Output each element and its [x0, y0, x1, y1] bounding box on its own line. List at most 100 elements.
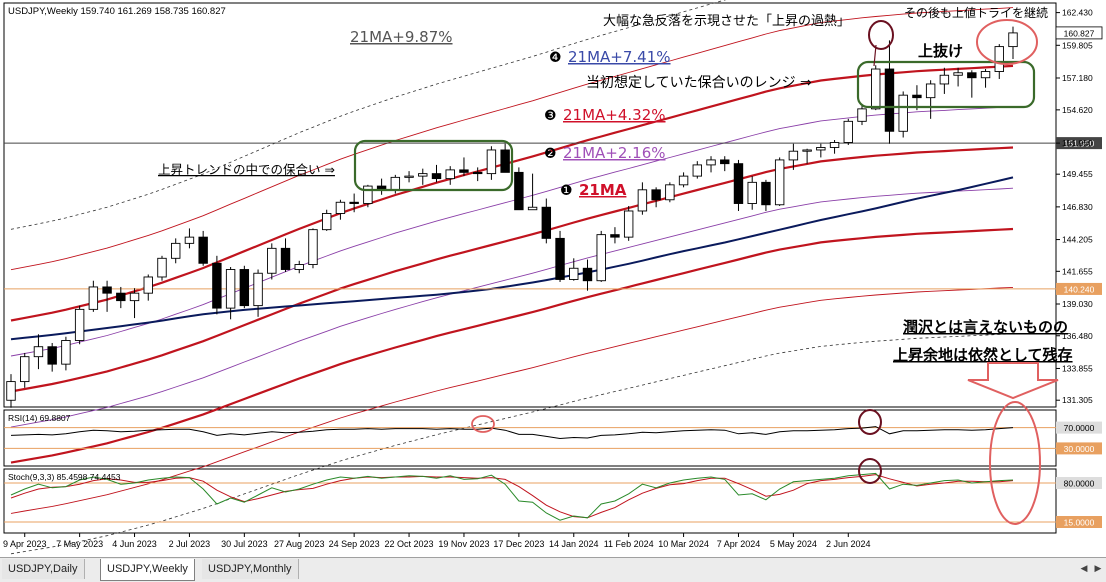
candle — [871, 65, 881, 111]
overheat-pointer — [873, 44, 877, 67]
candle-body — [102, 286, 112, 294]
annotation-outlook-1: 潤沢とは言えないものの — [903, 318, 1068, 336]
price-tick-label: 159.805 — [1062, 40, 1093, 50]
marker-3: ❸ — [544, 108, 557, 124]
candle-body — [404, 175, 414, 178]
candle — [925, 80, 936, 119]
x-tick-label: 14 Jan 2024 — [549, 539, 599, 549]
candle-body — [363, 185, 373, 204]
candle — [651, 187, 661, 208]
tab-usdjpy-monthly[interactable]: USDJPY,Monthly — [202, 559, 299, 579]
candle — [6, 374, 16, 408]
candle-body — [171, 242, 181, 259]
candle — [953, 67, 963, 87]
tab-usdjpy-daily[interactable]: USDJPY,Daily — [2, 559, 85, 579]
candle-body — [925, 83, 936, 99]
price-tick-label: 144.205 — [1062, 235, 1093, 245]
candle-body — [665, 184, 675, 201]
candle — [802, 148, 812, 164]
candle-body — [527, 206, 538, 211]
candle-body — [857, 108, 867, 122]
chart-header: USDJPY,Weekly 159.740 161.269 158.735 16… — [8, 6, 226, 17]
candle-body — [733, 163, 744, 204]
candle-body — [514, 171, 524, 211]
label-21ma-plus-2-16: 21MA+2.16% — [563, 144, 666, 162]
candle — [363, 184, 373, 208]
candle — [61, 336, 71, 371]
candle-body — [225, 269, 236, 309]
candle — [678, 172, 689, 188]
candle-body — [692, 164, 703, 177]
candle — [569, 258, 579, 281]
band-plus-7-41 — [10, 7, 1014, 271]
candle — [967, 70, 977, 98]
candle — [129, 288, 140, 319]
x-tick-label: 7 Apr 2024 — [717, 539, 761, 549]
candle-body — [20, 356, 30, 383]
ma21-line — [10, 146, 1014, 393]
candle — [349, 193, 359, 213]
candle-body — [500, 149, 510, 173]
candle — [541, 198, 552, 244]
price-tick-label: 151.950 — [1062, 138, 1093, 148]
stoch-k-line — [10, 472, 1014, 521]
candle-body — [871, 68, 881, 110]
candle-body — [623, 210, 634, 238]
hline-price-label-0: 151.950 — [1064, 139, 1095, 149]
hline-price-tag-1 — [1056, 282, 1102, 295]
rsi-label: RSI(14) 69.8807 — [8, 413, 71, 423]
candle-body — [239, 269, 250, 307]
candle — [239, 265, 250, 309]
candle — [857, 105, 867, 126]
x-tick-label: 24 Sep 2023 — [329, 539, 380, 549]
candle-body — [939, 74, 950, 85]
candle-body — [980, 71, 991, 79]
band-plus-9-87 — [10, 0, 727, 230]
candle — [47, 342, 57, 372]
candle-body — [198, 236, 208, 264]
rsi-panel — [3, 409, 1057, 467]
chart-tab-bar: USDJPY,Daily USDJPY,Weekly USDJPY,Monthl… — [0, 557, 1106, 582]
x-tick-label: 11 Feb 2024 — [604, 539, 654, 549]
candle — [980, 69, 991, 88]
candle-body — [61, 340, 71, 365]
current-price-label: 160.827 — [1064, 28, 1095, 38]
candle — [253, 269, 263, 317]
candle — [637, 182, 648, 215]
candle-body — [431, 173, 442, 180]
candle-body — [390, 176, 401, 191]
candle — [20, 352, 30, 388]
range-box-apr-2024 — [856, 60, 1036, 109]
candle — [774, 157, 785, 206]
candle — [74, 305, 85, 345]
candle-body — [308, 229, 318, 265]
price-tick-label: 162.430 — [1062, 8, 1093, 18]
candle-body — [898, 94, 908, 132]
tab-scroll-left-icon[interactable]: ◀ — [1080, 564, 1088, 574]
candle — [171, 238, 181, 264]
tab-scroll-right-icon[interactable]: ▶ — [1094, 564, 1102, 574]
candle-body — [349, 201, 359, 204]
ma-long-line — [10, 176, 1014, 341]
candle-body — [555, 237, 565, 280]
x-tick-label: 10 Mar 2024 — [658, 539, 709, 549]
stoch-label: Stoch(9,3,3) 85.4598 74.4453 — [8, 472, 121, 482]
circle-overheat-peak — [868, 20, 894, 50]
candle — [116, 286, 126, 309]
candle-body — [1008, 32, 1018, 48]
candle-body — [774, 159, 785, 206]
down-arrow-icon — [967, 362, 1059, 400]
candle-body — [321, 213, 332, 231]
candle — [280, 238, 291, 272]
circle-rsi-oct — [471, 415, 495, 433]
label-21ma-plus-9-87: 21MA+9.87% — [350, 28, 453, 46]
candle-body — [157, 257, 167, 278]
candle-body — [445, 169, 455, 180]
hline-price-label-1: 140.240 — [1064, 284, 1095, 294]
current-price-tag — [1055, 26, 1103, 40]
annotation-top-right: その後も上値トライを継続 — [904, 5, 1048, 20]
candle — [459, 157, 469, 177]
candle-body — [994, 46, 1004, 72]
tab-usdjpy-weekly[interactable]: USDJPY,Weekly — [100, 559, 195, 581]
band-minus-7-41 — [10, 286, 1014, 514]
